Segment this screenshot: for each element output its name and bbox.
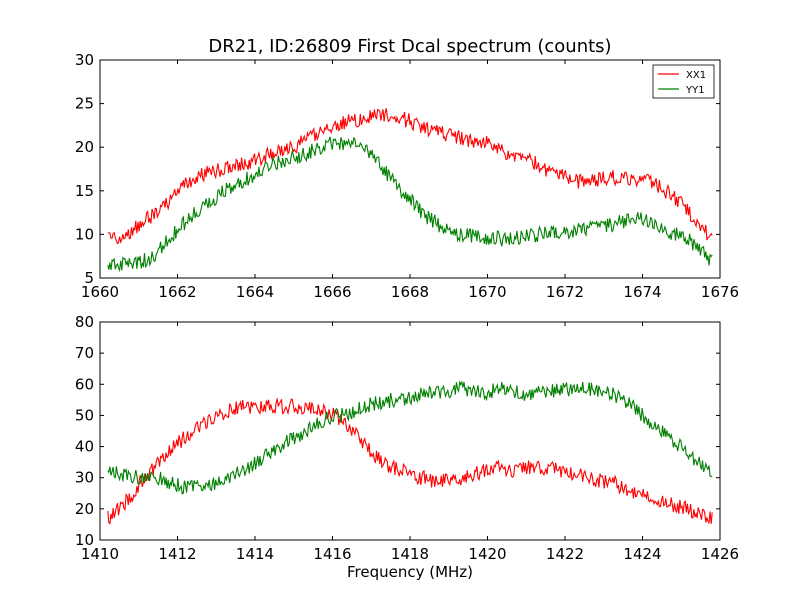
- legend-label-xx1: XX1: [686, 70, 706, 81]
- x-tick-label: 1670: [468, 283, 506, 301]
- x-tick-label: 1672: [546, 283, 584, 301]
- y-tick-label: 10: [75, 225, 94, 243]
- panel-2: 1410 1412 1414 1416 1418 1420 1422 1424 1426 10 20…: [75, 313, 739, 563]
- x-tick-label: 1668: [391, 283, 429, 301]
- x-tick-label: 1664: [236, 283, 274, 301]
- x-tick-label: 1420: [468, 545, 506, 563]
- x-tick-label: 1416: [313, 545, 351, 563]
- legend-label-yy1: YY1: [685, 85, 705, 96]
- x-axis-label: Frequency (MHz): [347, 563, 473, 581]
- x-tick-label: 1662: [158, 283, 196, 301]
- series-line-yy1-panel-1: [107, 136, 713, 273]
- x-tick-label: 1660: [81, 283, 119, 301]
- series-line-xx1-panel-2: [107, 398, 713, 525]
- x-tick-label: 1410: [81, 545, 119, 563]
- y-tick-label: 20: [75, 138, 94, 156]
- y-tick-label: 80: [75, 313, 94, 331]
- x-tick-label: 1424: [623, 545, 661, 563]
- y-tick-label: 25: [75, 95, 94, 113]
- series-line-yy1-panel-2: [107, 380, 713, 495]
- x-tick-label: 1426: [701, 545, 739, 563]
- x-tick-label: 1676: [701, 283, 739, 301]
- y-tick-label: 15: [75, 182, 94, 200]
- chart-title: DR21, ID:26809 First Dcal spectrum (coun…: [208, 36, 611, 57]
- x-tick-label: 1674: [623, 283, 661, 301]
- y-tick-label: 60: [75, 375, 94, 393]
- y-tick-label: 70: [75, 344, 94, 362]
- y-tick-label: 30: [75, 469, 94, 487]
- x-tick-label: 1422: [546, 545, 584, 563]
- panel-1: 1660 1662 1664 1666 1668 1670 1672 1674 1676 5 10 1…: [75, 51, 739, 301]
- y-tick-label: 5: [84, 269, 94, 287]
- y-tick-label: 10: [75, 531, 94, 549]
- x-tick-label: 1412: [158, 545, 196, 563]
- y-tick-label: 20: [75, 500, 94, 518]
- y-tick-label: 50: [75, 406, 94, 424]
- legend-box: [652, 64, 715, 99]
- y-tick-label: 40: [75, 438, 94, 456]
- series-line-xx1-panel-1: [107, 108, 713, 245]
- y-tick-label: 30: [75, 51, 94, 69]
- x-tick-label: 1418: [391, 545, 429, 563]
- x-tick-label: 1414: [236, 545, 274, 563]
- x-tick-label: 1666: [313, 283, 351, 301]
